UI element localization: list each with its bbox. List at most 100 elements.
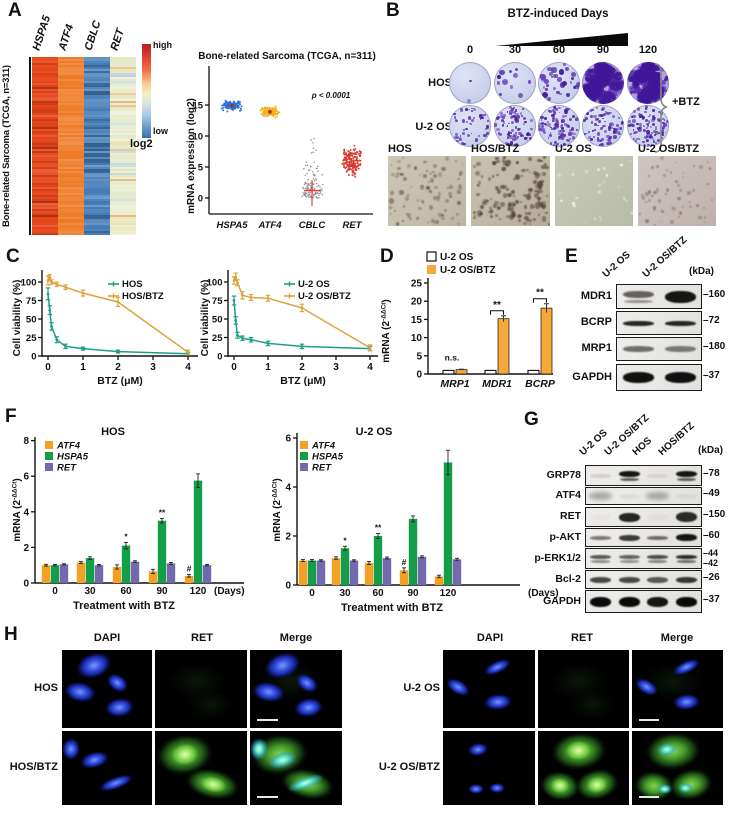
colony xyxy=(473,108,476,112)
colony xyxy=(515,132,518,135)
colony xyxy=(566,138,569,142)
heatmap-cell-row xyxy=(32,195,58,197)
colony xyxy=(541,128,545,132)
cell-speckle xyxy=(494,186,499,190)
heatmap-cell-row xyxy=(84,117,110,119)
cell-speckle xyxy=(708,167,712,170)
cell-speckle xyxy=(458,184,463,190)
colony xyxy=(637,129,641,132)
protein-band xyxy=(677,478,697,482)
heatmap-cell-row xyxy=(58,99,84,101)
colony xyxy=(517,92,523,98)
colony xyxy=(646,143,650,147)
svg-text:U-2 OS/BTZ: U-2 OS/BTZ xyxy=(298,291,351,302)
heatmap-cell-row xyxy=(32,75,58,77)
heatmap-cell-row xyxy=(110,149,136,151)
cell-speckle xyxy=(539,189,544,194)
colony xyxy=(560,127,564,131)
colony xyxy=(561,81,567,86)
colony xyxy=(601,108,604,110)
cell-speckle xyxy=(393,209,396,212)
heatmap-cell-row xyxy=(84,121,110,123)
heatmap-cell-row xyxy=(84,77,110,79)
colony xyxy=(571,127,575,131)
colony xyxy=(600,126,604,130)
protein-band xyxy=(589,576,611,583)
heatmap-cell-row xyxy=(84,139,110,141)
svg-text:120: 120 xyxy=(440,588,457,599)
heatmap-cell-row xyxy=(32,63,58,65)
cell-speckle xyxy=(444,208,447,212)
cell-speckle xyxy=(420,185,425,190)
protein-band xyxy=(676,554,698,559)
colony xyxy=(560,125,564,129)
heatmap-cell-row xyxy=(32,67,58,69)
cell-speckle xyxy=(499,218,502,221)
heatmap-cell-row xyxy=(32,171,58,173)
panel-d: U-2 OS U-2 OS/BTZ mRNA (2-ΔΔCt) 0 5 10 15 20 25 M… xyxy=(375,246,560,404)
svg-text:0: 0 xyxy=(23,579,29,590)
fluor-blob xyxy=(159,657,234,705)
panel-b-label: B xyxy=(386,0,400,21)
cell-speckle xyxy=(409,217,413,220)
cell-speckle xyxy=(670,206,675,210)
colony xyxy=(561,129,565,133)
cell-speckle xyxy=(433,173,438,179)
cell-speckle xyxy=(529,171,532,174)
heatmap-cell-row xyxy=(84,157,110,159)
svg-text:0: 0 xyxy=(217,352,222,363)
fluorescence-image xyxy=(443,731,535,805)
colony xyxy=(590,138,593,142)
heatmap-cell-row xyxy=(32,193,58,195)
heatmap-cell-row xyxy=(58,203,84,205)
colony xyxy=(466,98,471,103)
cell-speckle xyxy=(547,222,550,226)
colony xyxy=(506,142,510,146)
cell-speckle xyxy=(653,224,656,226)
cell-speckle xyxy=(572,204,576,208)
colony xyxy=(552,117,556,121)
heatmap-cell-row xyxy=(58,113,84,115)
protein-band xyxy=(647,535,669,540)
heatmap-cell-row xyxy=(110,181,136,183)
tcga-scatter-chart: Bone-related Sarcoma (TCGA, n=311) mRNA e… xyxy=(186,51,376,231)
cell-speckle xyxy=(394,175,398,179)
cell-speckle xyxy=(520,168,527,173)
heatmap-cell-row xyxy=(110,117,136,119)
protein-band xyxy=(622,291,654,298)
cell-speckle xyxy=(598,183,602,187)
heatmap-cell-row xyxy=(32,81,58,83)
cell-speckle xyxy=(546,195,549,198)
colony xyxy=(637,137,640,140)
heatmap-cell-row xyxy=(84,231,110,233)
cell-speckle xyxy=(653,205,657,210)
heatmap-cell-row xyxy=(110,153,136,155)
channel-header: Merge xyxy=(279,632,313,644)
colony xyxy=(601,108,604,112)
fluor-blob xyxy=(677,782,694,794)
cell-speckle xyxy=(660,220,662,223)
heatmap-cell-row xyxy=(110,133,136,135)
colony xyxy=(651,132,653,134)
colony xyxy=(508,69,513,74)
colony xyxy=(663,77,668,82)
cell-speckle xyxy=(703,207,706,209)
cell-speckle xyxy=(678,210,683,215)
colony xyxy=(566,123,570,127)
protein-band xyxy=(589,596,611,607)
heatmap-cell-row xyxy=(84,81,110,83)
heatmap-cell-row xyxy=(110,227,136,229)
colony xyxy=(526,132,529,134)
heatmap-cell-row xyxy=(84,161,110,163)
cell-speckle xyxy=(502,185,508,189)
cell-speckle xyxy=(446,187,449,189)
svg-text:25: 25 xyxy=(411,279,423,290)
colony xyxy=(572,136,576,140)
fluor-blob xyxy=(466,741,490,758)
cell-speckle xyxy=(682,171,685,175)
cell-line-label: HOS/BTZ xyxy=(9,761,58,773)
heatmap-cell-row xyxy=(58,189,84,191)
cell-speckle xyxy=(423,160,427,164)
colony xyxy=(588,136,592,140)
